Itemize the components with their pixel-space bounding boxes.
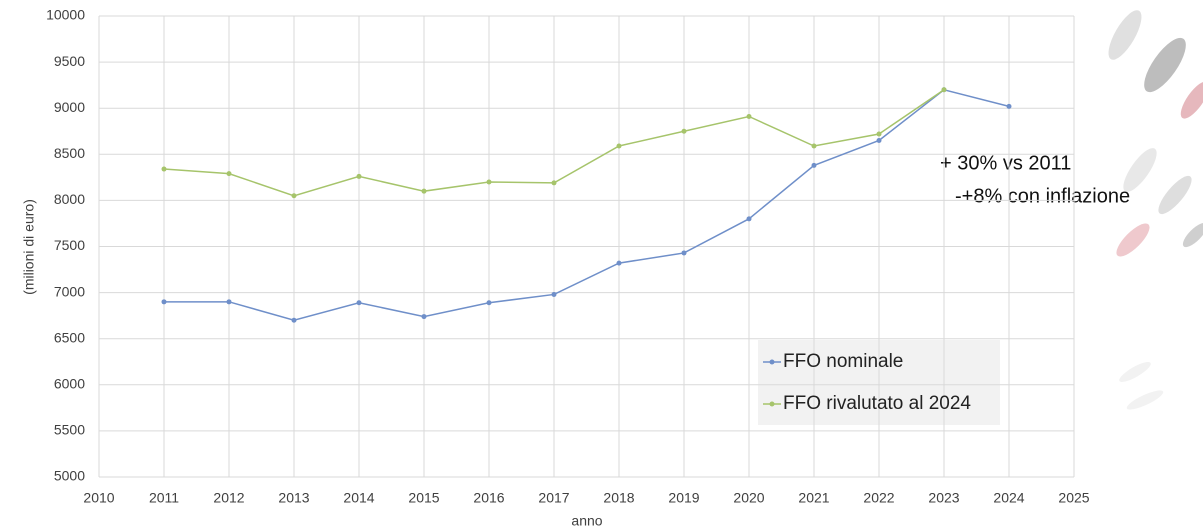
marker	[1007, 104, 1012, 109]
chart: + 30% vs 2011 -+8% con inflazione (milio…	[0, 0, 1203, 531]
x-tick-label: 2017	[538, 490, 569, 506]
y-tick-label: 5000	[54, 468, 85, 484]
marker	[292, 318, 297, 323]
x-tick-label: 2013	[278, 490, 309, 506]
x-tick-label: 2022	[863, 490, 894, 506]
y-tick-label: 10000	[46, 7, 85, 23]
x-tick-label: 2025	[1058, 490, 1089, 506]
x-tick-label: 2010	[83, 490, 114, 506]
x-tick-label: 2023	[928, 490, 959, 506]
decoration	[1102, 6, 1203, 413]
marker	[552, 180, 557, 185]
legend-label: FFO nominale	[783, 351, 903, 372]
y-tick-label: 7000	[54, 283, 85, 299]
marker	[422, 314, 427, 319]
marker	[487, 300, 492, 305]
x-tick-label: 2016	[473, 490, 504, 506]
marker	[682, 250, 687, 255]
marker	[357, 300, 362, 305]
x-tick-label: 2024	[993, 490, 1024, 506]
y-axis-label: (milioni di euro)	[21, 199, 37, 295]
marker	[357, 174, 362, 179]
marker	[747, 216, 752, 221]
marker	[617, 261, 622, 266]
x-axis-label: anno	[571, 513, 602, 529]
y-tick-label: 6500	[54, 329, 85, 345]
annotation: -+8% con inflazione	[955, 185, 1130, 207]
marker	[812, 144, 817, 149]
y-tick-label: 8500	[54, 145, 85, 161]
marker	[942, 87, 947, 92]
marker	[877, 138, 882, 143]
series-line	[164, 90, 1009, 321]
marker	[422, 189, 427, 194]
y-tick-label: 5500	[54, 422, 85, 438]
y-tick-label: 9000	[54, 99, 85, 115]
y-tick-label: 7500	[54, 237, 85, 253]
marker	[877, 132, 882, 137]
marker	[812, 163, 817, 168]
legend-marker	[770, 402, 775, 407]
marker	[682, 129, 687, 134]
x-tick-label: 2018	[603, 490, 634, 506]
x-tick-label: 2021	[798, 490, 829, 506]
marker	[227, 171, 232, 176]
marker	[227, 299, 232, 304]
y-tick-label: 9500	[54, 53, 85, 69]
x-tick-label: 2012	[213, 490, 244, 506]
y-tick-label: 6000	[54, 376, 85, 392]
y-tick-label: 8000	[54, 191, 85, 207]
marker	[747, 114, 752, 119]
x-tick-label: 2020	[733, 490, 764, 506]
marker	[552, 292, 557, 297]
marker	[162, 299, 167, 304]
x-tick-label: 2019	[668, 490, 699, 506]
x-tick-label: 2014	[343, 490, 374, 506]
annotation: + 30% vs 2011	[940, 152, 1071, 174]
marker	[292, 193, 297, 198]
legend-marker	[770, 360, 775, 365]
marker	[617, 144, 622, 149]
x-tick-label: 2015	[408, 490, 439, 506]
marker	[487, 179, 492, 184]
marker	[162, 167, 167, 172]
x-tick-label: 2011	[149, 490, 179, 506]
legend-label: FFO rivalutato al 2024	[783, 393, 971, 414]
